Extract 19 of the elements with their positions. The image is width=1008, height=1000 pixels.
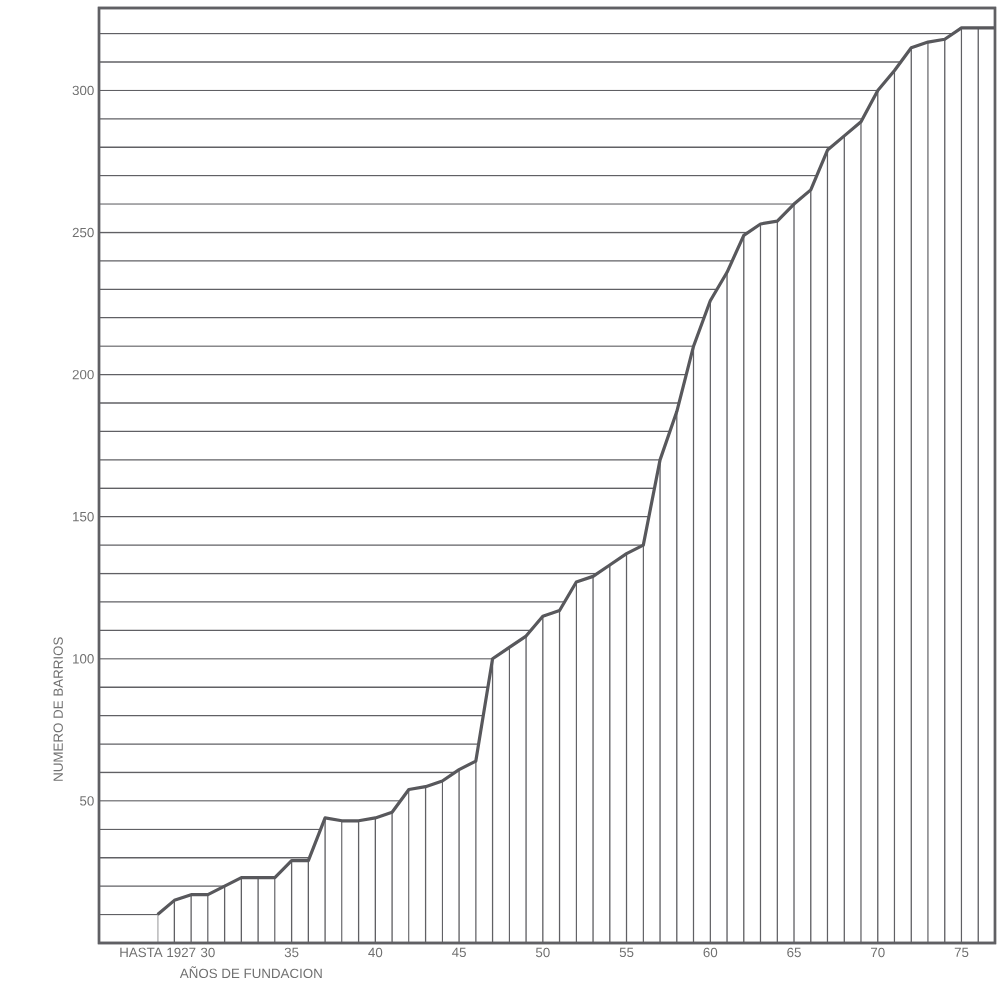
x-tick-label: 60 bbox=[703, 947, 718, 958]
x-tick-label: 35 bbox=[284, 947, 299, 958]
x-tick-label: 70 bbox=[871, 947, 885, 958]
x-tick-label: 55 bbox=[619, 947, 634, 957]
y-tick-label: 300 bbox=[72, 85, 94, 96]
y-tick-label: 250 bbox=[72, 227, 94, 238]
x-tick-label: 65 bbox=[787, 947, 801, 958]
x-tick-label: 40 bbox=[368, 947, 383, 958]
y-axis-title: NUMERO DE BARRIOS bbox=[53, 637, 63, 781]
x-tick-label: 30 bbox=[200, 947, 215, 958]
y-tick-label: 200 bbox=[72, 369, 94, 380]
y-tick-label: 50 bbox=[80, 796, 94, 806]
x-tick-label: HASTA 1927 bbox=[120, 947, 196, 958]
x-axis-title: AÑOS DE FUNDACION bbox=[179, 966, 322, 979]
y-tick-label: 100 bbox=[73, 654, 94, 664]
x-tick-label: 75 bbox=[954, 947, 969, 957]
x-tick-label: 50 bbox=[535, 947, 550, 958]
x-tick-label: 45 bbox=[451, 947, 466, 957]
y-tick-label: 150 bbox=[73, 511, 94, 522]
